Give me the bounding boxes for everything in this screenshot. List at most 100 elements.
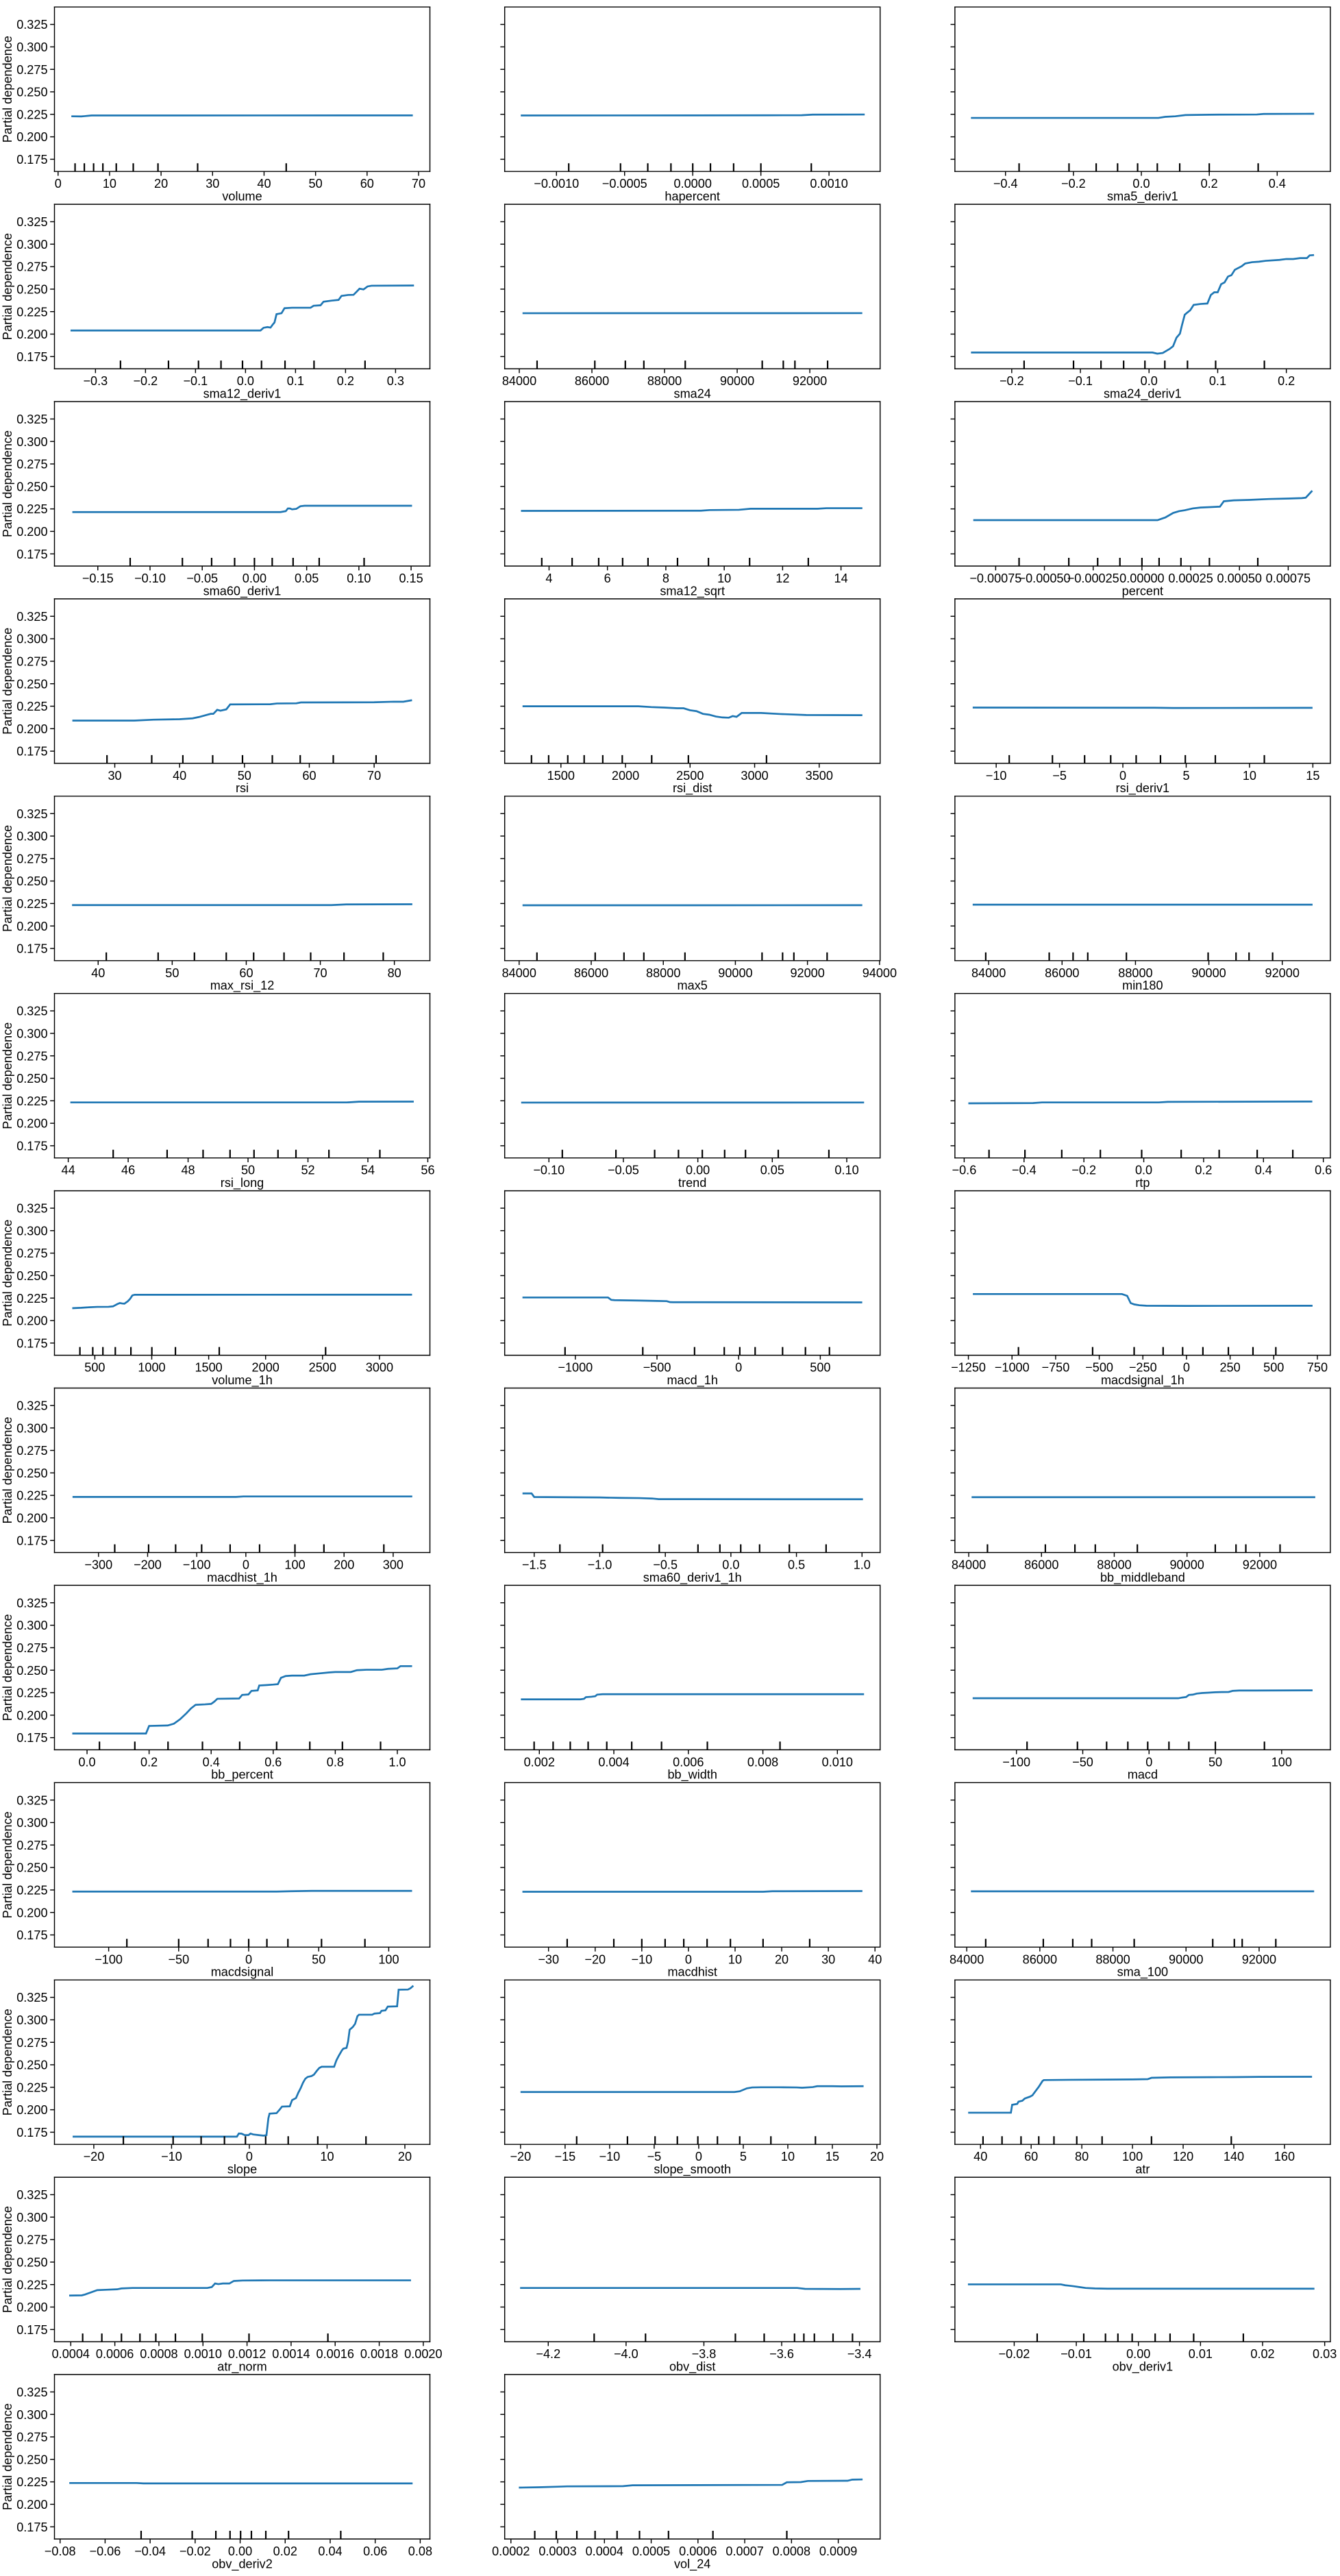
svg-text:0.0020: 0.0020 [404, 2347, 442, 2361]
svg-text:−250: −250 [1129, 1361, 1157, 1375]
svg-text:88000: 88000 [646, 966, 680, 980]
svg-text:48: 48 [181, 1164, 195, 1177]
svg-text:0.06: 0.06 [363, 2544, 387, 2558]
svg-text:−20: −20 [584, 1952, 606, 1966]
svg-text:macdhist_1h: macdhist_1h [207, 1571, 277, 1585]
svg-text:macd: macd [1128, 1768, 1158, 1782]
svg-text:0.200: 0.200 [16, 1314, 47, 1328]
svg-text:44: 44 [62, 1164, 75, 1177]
svg-text:0.00: 0.00 [243, 572, 266, 585]
svg-text:sma24_deriv1: sma24_deriv1 [1104, 387, 1182, 401]
svg-text:−0.01: −0.01 [1060, 2347, 1092, 2361]
svg-text:0.175: 0.175 [16, 1139, 47, 1153]
svg-text:0.6: 0.6 [1315, 1164, 1332, 1177]
svg-text:0.300: 0.300 [16, 1421, 47, 1435]
svg-text:90000: 90000 [1169, 1558, 1204, 1571]
svg-text:0: 0 [1183, 1361, 1190, 1375]
svg-text:0.225: 0.225 [16, 897, 47, 911]
svg-text:0.4: 0.4 [1269, 177, 1286, 191]
svg-text:−1000: −1000 [995, 1361, 1030, 1375]
svg-text:0.0016: 0.0016 [317, 2347, 354, 2361]
svg-text:bb_width: bb_width [667, 1768, 717, 1782]
svg-text:−0.00025: −0.00025 [1067, 572, 1119, 585]
svg-text:2000: 2000 [252, 1361, 280, 1375]
svg-text:0.200: 0.200 [16, 1708, 47, 1722]
svg-text:0.275: 0.275 [16, 63, 47, 77]
svg-text:0.05: 0.05 [760, 1164, 784, 1177]
svg-text:0.300: 0.300 [16, 2013, 47, 2027]
svg-text:0.250: 0.250 [16, 1072, 47, 1085]
svg-text:Partial dependence: Partial dependence [1, 1614, 14, 1721]
svg-text:0.325: 0.325 [16, 18, 47, 32]
svg-text:0.225: 0.225 [16, 1489, 47, 1503]
svg-text:slope_smooth: slope_smooth [654, 2163, 731, 2177]
svg-text:50: 50 [165, 966, 179, 980]
svg-text:0.2: 0.2 [1195, 1164, 1212, 1177]
svg-text:0.05: 0.05 [295, 572, 319, 585]
svg-text:0.200: 0.200 [16, 722, 47, 736]
svg-text:−5: −5 [1052, 769, 1067, 783]
svg-text:0.175: 0.175 [16, 2520, 47, 2534]
svg-text:84000: 84000 [971, 966, 1006, 980]
svg-text:Partial dependence: Partial dependence [1, 1811, 14, 1918]
svg-text:140: 140 [1224, 2150, 1244, 2163]
svg-text:0.175: 0.175 [16, 1928, 47, 1942]
svg-text:200: 200 [334, 1558, 354, 1571]
svg-text:−1000: −1000 [558, 1361, 593, 1375]
svg-text:50: 50 [238, 769, 251, 783]
svg-text:0.0018: 0.0018 [360, 2347, 398, 2361]
svg-text:90000: 90000 [718, 966, 752, 980]
svg-text:70: 70 [367, 769, 381, 783]
svg-text:0.325: 0.325 [16, 1202, 47, 1216]
svg-text:0.250: 0.250 [16, 2059, 47, 2072]
svg-text:Partial dependence: Partial dependence [1, 1220, 14, 1327]
svg-text:0.250: 0.250 [16, 1664, 47, 1678]
svg-text:86000: 86000 [574, 966, 608, 980]
svg-text:0.300: 0.300 [16, 633, 47, 646]
svg-text:30: 30 [821, 1952, 835, 1966]
svg-text:15: 15 [826, 2150, 839, 2163]
svg-text:0.0006: 0.0006 [679, 2544, 717, 2558]
svg-text:max_rsi_12: max_rsi_12 [210, 979, 275, 993]
svg-text:500: 500 [1263, 1361, 1284, 1375]
svg-text:2000: 2000 [612, 769, 639, 783]
svg-text:94000: 94000 [863, 966, 897, 980]
svg-text:0.1: 0.1 [287, 374, 304, 388]
svg-text:0.00: 0.00 [686, 1164, 710, 1177]
svg-text:−20: −20 [510, 2150, 531, 2163]
svg-text:0: 0 [735, 1361, 742, 1375]
svg-text:−0.0010: −0.0010 [534, 177, 579, 191]
svg-text:88000: 88000 [1097, 1558, 1131, 1571]
svg-text:0.0: 0.0 [1132, 177, 1150, 191]
svg-text:0.300: 0.300 [16, 1224, 47, 1238]
svg-text:0.325: 0.325 [16, 2385, 47, 2399]
svg-text:−0.02: −0.02 [999, 2347, 1030, 2361]
svg-text:60: 60 [360, 177, 374, 191]
svg-text:0.200: 0.200 [16, 1906, 47, 1919]
svg-text:0.10: 0.10 [347, 572, 371, 585]
svg-text:0.2: 0.2 [140, 1755, 158, 1769]
svg-text:0.250: 0.250 [16, 1467, 47, 1480]
svg-text:0.4: 0.4 [203, 1755, 220, 1769]
svg-text:70: 70 [412, 177, 425, 191]
svg-text:10: 10 [717, 572, 731, 585]
svg-text:−3.4: −3.4 [847, 2347, 872, 2361]
svg-text:0: 0 [246, 2150, 253, 2163]
svg-text:0.15: 0.15 [399, 572, 423, 585]
svg-text:52: 52 [301, 1164, 314, 1177]
svg-text:hapercent: hapercent [665, 190, 720, 204]
svg-text:0.250: 0.250 [16, 2453, 47, 2466]
svg-text:Partial dependence: Partial dependence [1, 36, 14, 143]
svg-text:0.0006: 0.0006 [96, 2347, 134, 2361]
svg-text:max5: max5 [678, 979, 708, 992]
svg-text:0.225: 0.225 [16, 1292, 47, 1305]
svg-text:250: 250 [1219, 1361, 1240, 1375]
svg-text:0.0: 0.0 [722, 1558, 739, 1571]
svg-text:0.0012: 0.0012 [228, 2347, 266, 2361]
svg-text:0.200: 0.200 [16, 328, 47, 341]
svg-text:0.175: 0.175 [16, 745, 47, 759]
svg-text:−4.2: −4.2 [536, 2347, 560, 2361]
svg-text:0.200: 0.200 [16, 525, 47, 539]
svg-text:rsi_dist: rsi_dist [673, 781, 712, 796]
svg-text:0: 0 [695, 2150, 702, 2163]
